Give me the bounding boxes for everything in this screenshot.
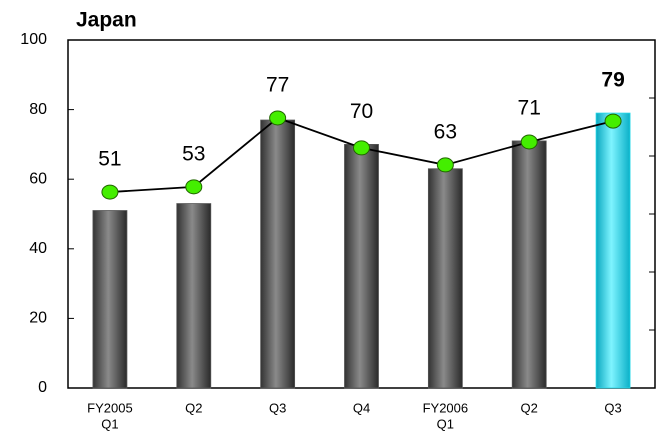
right-ticks: [649, 97, 655, 331]
line-marker: [520, 134, 538, 150]
y-tick-label: 20: [29, 310, 47, 327]
x-tick-label: Q2: [185, 400, 202, 415]
y-tick-label: 80: [29, 101, 47, 118]
y-tick-label: 0: [38, 379, 47, 396]
line-marker: [185, 179, 203, 195]
line-marker: [101, 184, 119, 200]
x-tick-label: FY2006: [423, 400, 469, 415]
x-tick-label: Q1: [101, 416, 118, 431]
bar: [511, 140, 547, 389]
data-label: 51: [98, 148, 121, 171]
bar: [176, 203, 212, 389]
line-marker: [353, 140, 370, 156]
line-marker: [436, 157, 454, 173]
line-marker: [269, 110, 287, 126]
y-tick-label: 40: [29, 240, 47, 257]
x-tick-label: Q1: [437, 416, 454, 431]
data-label: 77: [266, 73, 289, 96]
data-label: 63: [434, 120, 457, 143]
bar: [92, 210, 128, 389]
bar: [595, 112, 631, 389]
x-tick-label: Q3: [604, 400, 621, 415]
bar: [427, 168, 463, 389]
data-label: 79: [601, 69, 624, 92]
x-tick-label: Q3: [269, 400, 286, 415]
chart-title: Japan: [76, 9, 137, 32]
bar: [344, 143, 379, 389]
x-tick-label: Q2: [521, 400, 538, 415]
x-tick-label: Q4: [353, 400, 370, 415]
data-label: 70: [350, 100, 373, 123]
data-label: 53: [182, 142, 205, 165]
line-marker: [604, 113, 622, 129]
x-tick-label: FY2005: [87, 400, 133, 415]
data-label: 71: [518, 96, 541, 119]
y-tick-label: 60: [29, 170, 47, 187]
bar: [260, 119, 296, 389]
y-tick-label: 100: [20, 31, 47, 48]
